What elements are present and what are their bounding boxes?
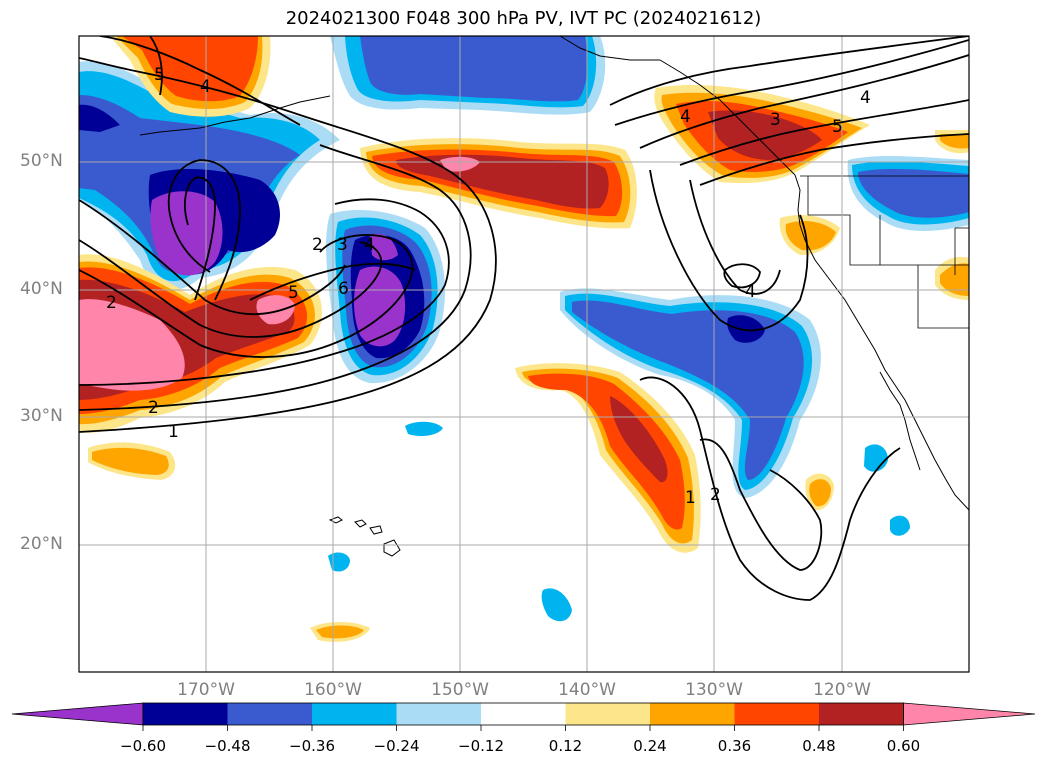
- hawaiian-islands: [328, 516, 401, 557]
- coastline-alaska: [559, 36, 660, 61]
- contour-label: 4: [200, 77, 211, 97]
- contour-label: 4: [745, 282, 756, 302]
- map-title: 2024021300 F048 300 hPa PV, IVT PC (2024…: [285, 8, 762, 29]
- political-borders: [800, 175, 969, 329]
- map-border: [78, 35, 970, 673]
- contour-label: 4: [860, 88, 871, 108]
- contour-label: 1: [685, 488, 696, 508]
- contour-label: 4: [680, 107, 691, 127]
- pv-contours: [79, 36, 969, 601]
- colorbar-segment: [227, 703, 312, 725]
- lon-label: 130°W: [685, 680, 743, 700]
- contour-label: 3: [337, 235, 348, 255]
- colorbar-extend-low: [11, 702, 144, 726]
- colorbar-segment: [312, 703, 397, 725]
- contour-label: 3: [770, 110, 781, 130]
- contour-label: 2: [710, 485, 721, 505]
- contour-label: 1: [168, 422, 179, 442]
- colorbar-tick-label: 0.60: [886, 737, 921, 755]
- lat-label: 40°N: [20, 279, 63, 299]
- contour-label: 6: [338, 279, 349, 299]
- colorbar-segment: [396, 703, 481, 725]
- colorbar-segment: [143, 703, 228, 725]
- colorbar-tick-label: −0.48: [204, 737, 251, 755]
- colorbar-tick-label: −0.24: [373, 737, 420, 755]
- colorbar-segment: [734, 703, 819, 725]
- contour-labels: 5 4 2 3 4 5 6 2 2 1 4 3 5 4 1 2 4: [106, 65, 871, 508]
- colorbar: [11, 702, 1036, 731]
- coastline-north-america: [659, 59, 969, 511]
- contour-label: 2: [312, 235, 323, 255]
- shading-layer: [79, 36, 969, 672]
- lat-label: 30°N: [20, 406, 63, 426]
- lon-label: 140°W: [558, 680, 616, 700]
- colorbar-segment: [819, 703, 904, 725]
- contour-label: 4: [364, 235, 375, 255]
- colorbar-tick-label: −0.60: [120, 737, 166, 755]
- contour-label: 5: [288, 283, 299, 303]
- contour-label: 2: [148, 398, 159, 418]
- lon-label: 150°W: [431, 680, 489, 700]
- colorbar-extend-high: [903, 702, 1036, 726]
- colorbar-tick-label: 0.24: [633, 737, 667, 755]
- lon-label: 120°W: [813, 680, 871, 700]
- aleutian-islands: [139, 95, 331, 136]
- colorbar-segment: [650, 703, 735, 725]
- contour-label: 2: [106, 293, 117, 313]
- lat-label: 20°N: [20, 534, 63, 554]
- lat-label: 50°N: [20, 151, 63, 171]
- colorbar-tick-label: 0.12: [548, 737, 583, 755]
- colorbar-tick-label: 0.48: [802, 737, 836, 755]
- colorbar-segment: [565, 703, 650, 725]
- contour-label: 5: [832, 117, 843, 137]
- colorbar-segment: [481, 703, 566, 725]
- colorbar-tick-label: 0.36: [717, 737, 752, 755]
- coastline-baja: [879, 371, 921, 471]
- contour-label: 5: [154, 65, 165, 85]
- colorbar-tick-label: −0.36: [289, 737, 335, 755]
- colorbar-tick-label: −0.12: [458, 737, 504, 755]
- lon-label: 160°W: [304, 680, 362, 700]
- lon-label: 170°W: [177, 680, 235, 700]
- colorbar-outline: [142, 702, 904, 726]
